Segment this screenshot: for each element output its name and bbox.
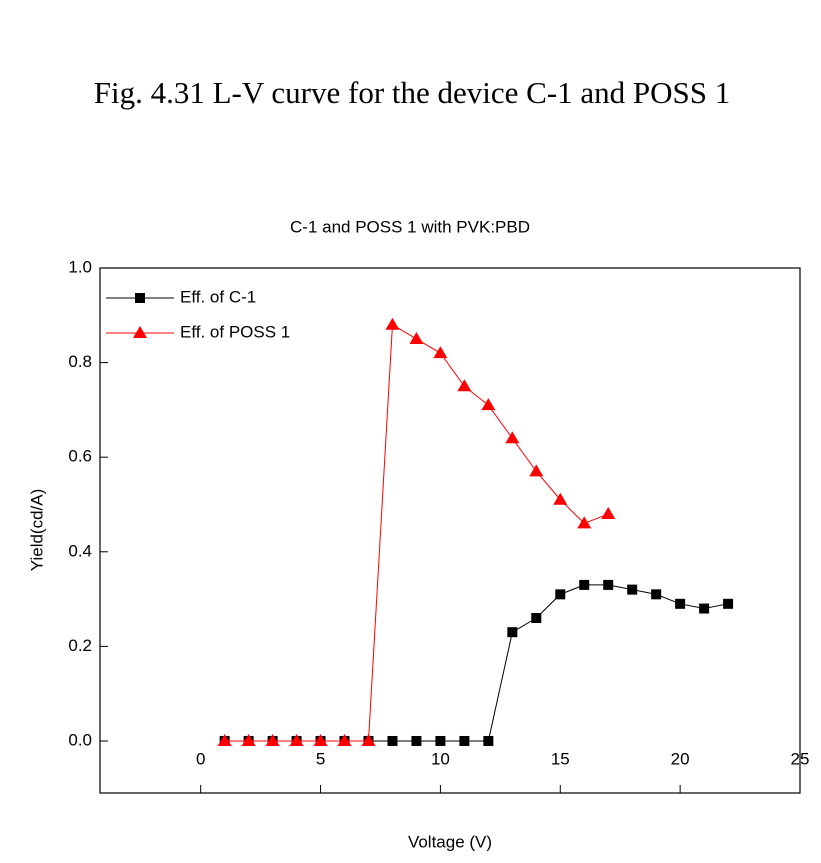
x-tick-label: 25 [791,749,810,768]
marker [651,589,662,600]
marker [459,735,470,746]
plot-frame [99,267,801,794]
marker [601,506,616,519]
series-line [224,584,729,742]
marker [133,326,147,338]
legend-label: Eff. of POSS 1 [180,322,290,341]
figure-caption: Fig. 4.31 L-V curve for the device C-1 a… [94,75,731,110]
marker [555,589,566,600]
y-tick-label: 0.8 [68,352,92,371]
marker [241,733,256,746]
y-axis-label: Yield(cd/A) [27,489,46,572]
marker [603,579,614,590]
marker [627,584,638,595]
x-tick-label: 0 [196,749,205,768]
x-tick-label: 20 [671,749,690,768]
marker [457,379,472,392]
marker [409,331,424,344]
marker [217,733,232,746]
marker [433,346,448,359]
marker [505,431,520,444]
marker [577,516,592,529]
marker [135,293,145,303]
y-tick-label: 0.2 [68,636,92,655]
marker [675,598,686,609]
marker [481,398,496,411]
y-tick-label: 0.6 [68,447,92,466]
x-tick-label: 15 [551,749,570,768]
marker [289,733,304,746]
marker [361,733,376,746]
marker [265,733,280,746]
marker [699,603,710,614]
legend-label: Eff. of C-1 [180,287,256,306]
y-tick-label: 0.4 [68,541,92,560]
x-tick-label: 10 [431,749,450,768]
marker [483,735,494,746]
marker [387,735,398,746]
marker [411,735,422,746]
marker [579,579,590,590]
y-tick-label: 0.0 [68,730,92,749]
marker [385,317,400,330]
x-axis-label: Voltage (V) [408,832,492,851]
marker [531,613,542,623]
chart-title: C-1 and POSS 1 with PVK:PBD [290,217,530,236]
marker [553,492,568,505]
marker [435,735,446,746]
marker [507,627,518,638]
series-line [224,323,609,742]
marker [723,598,734,609]
marker [337,733,352,746]
marker [313,733,328,746]
y-tick-label: 1.0 [68,257,92,276]
marker [529,464,544,477]
x-tick-label: 5 [316,749,325,768]
